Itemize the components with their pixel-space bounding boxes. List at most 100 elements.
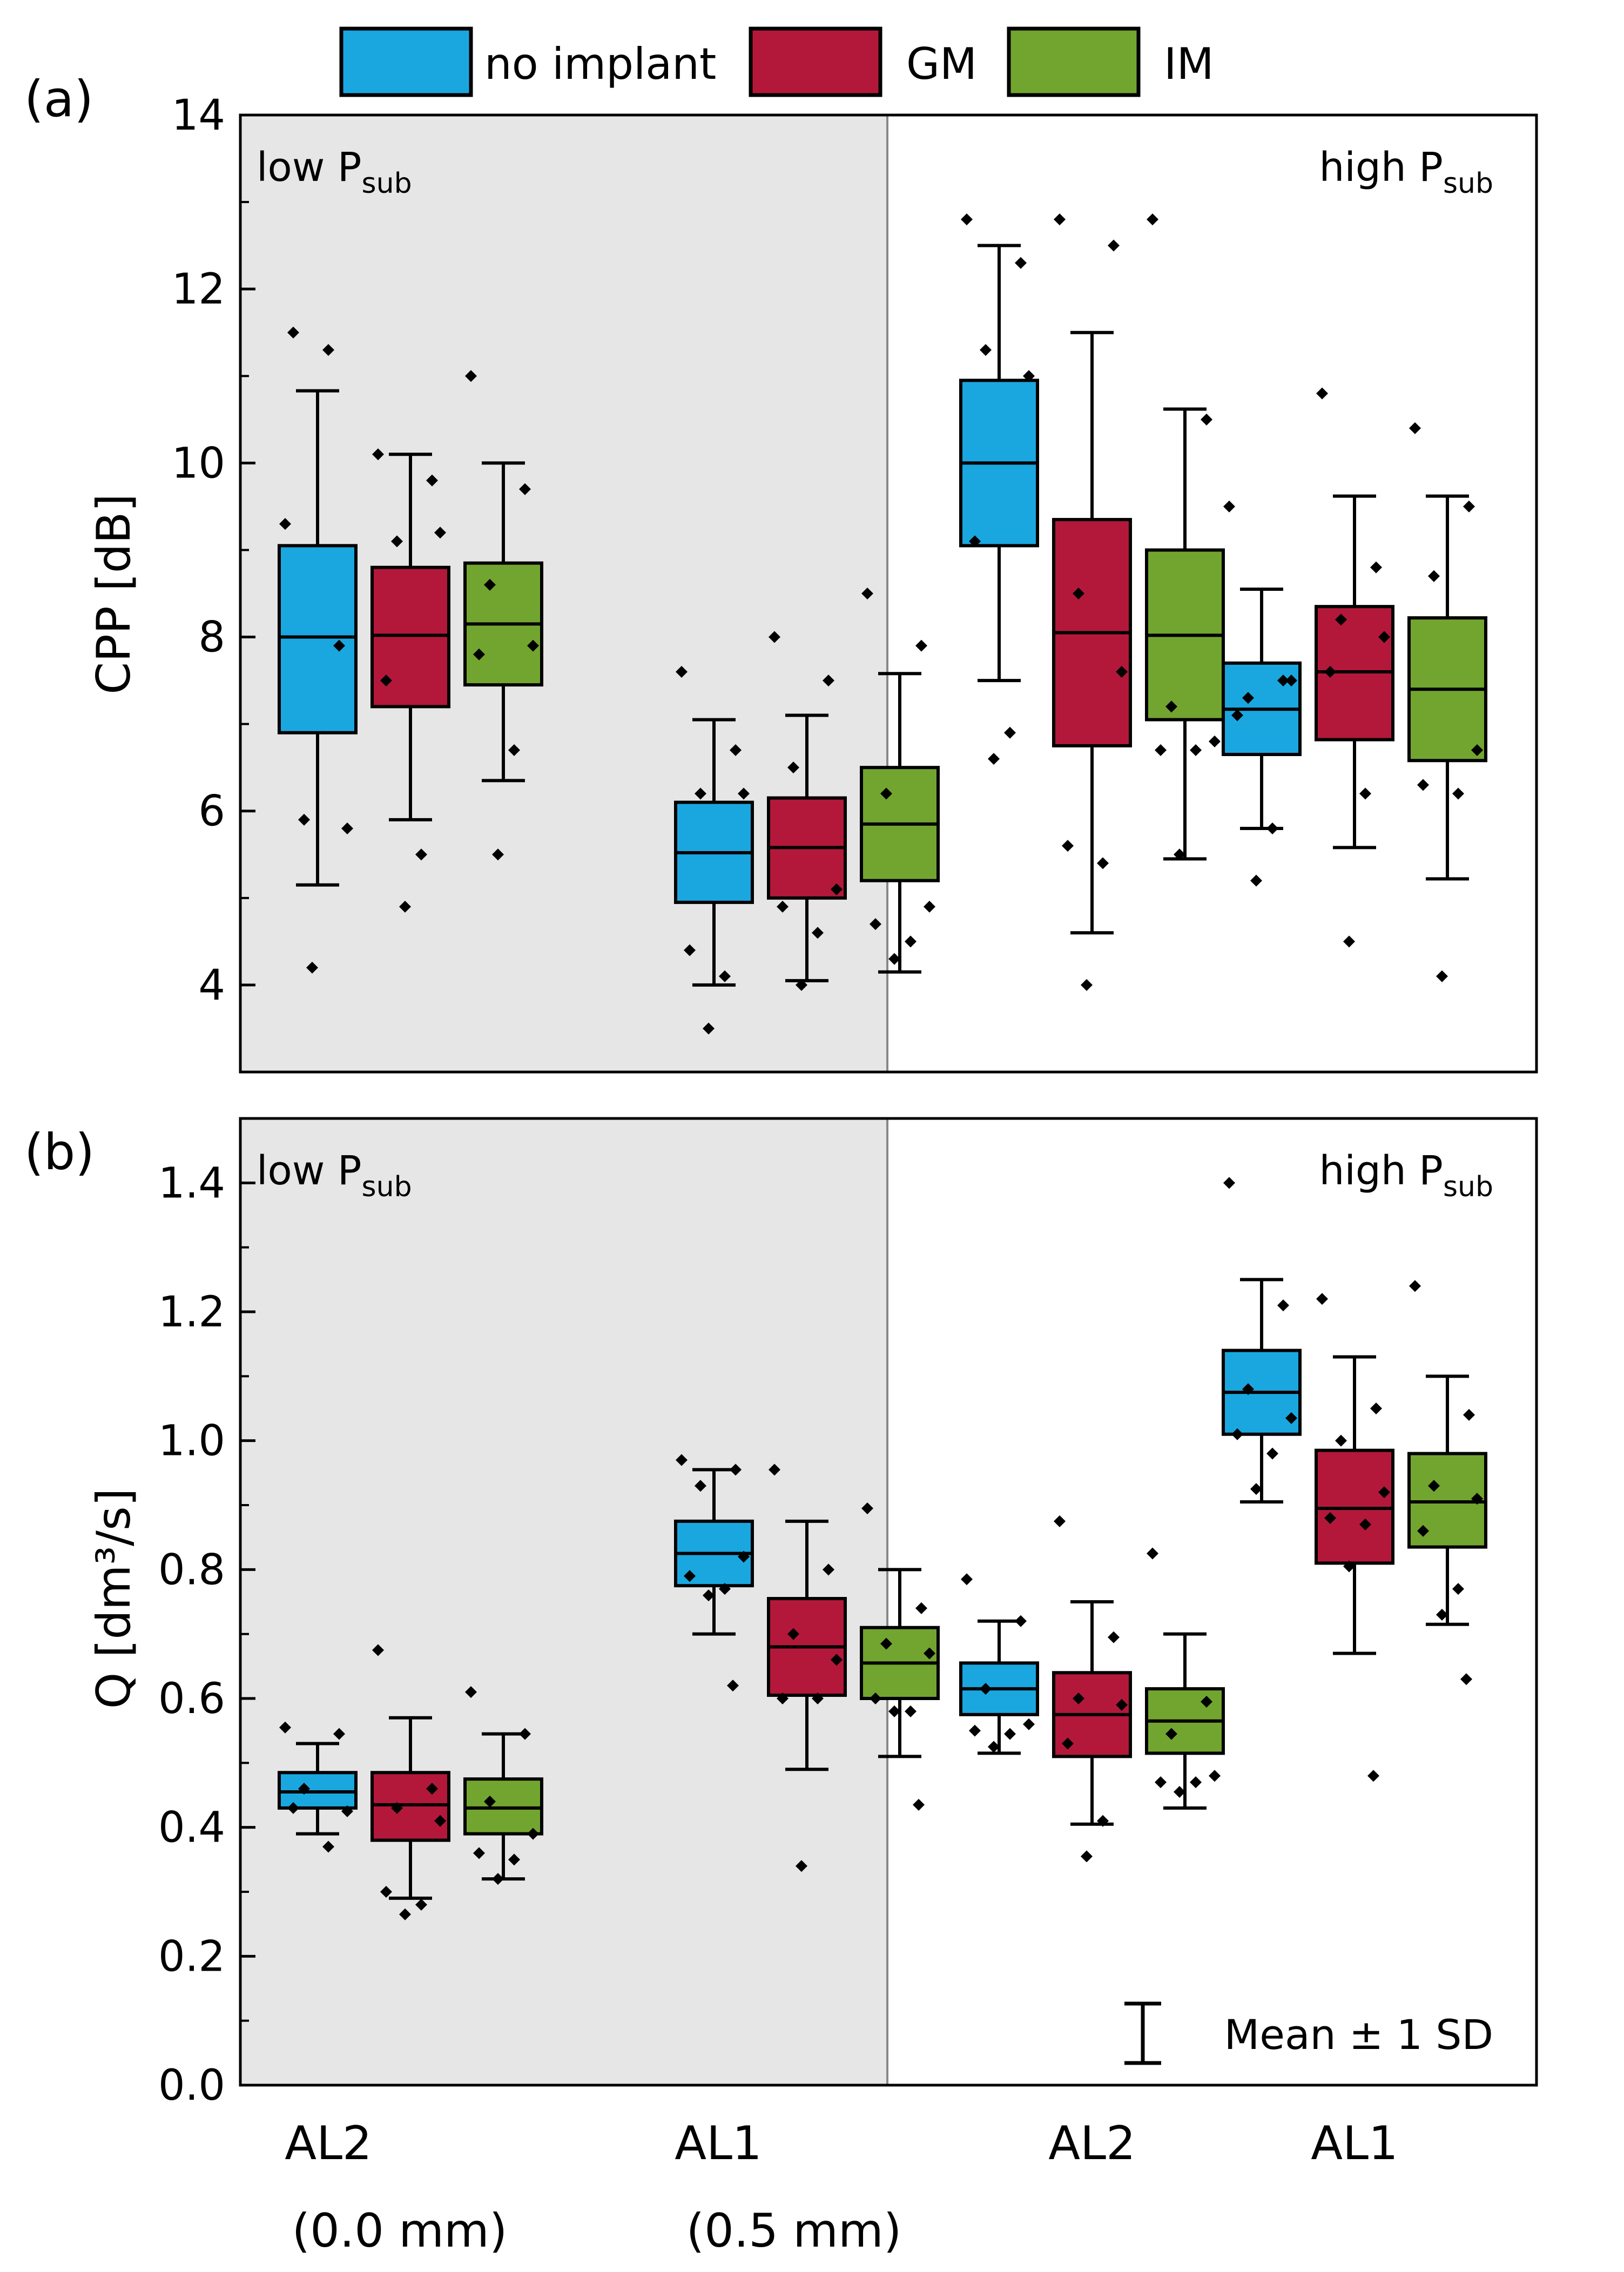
data-point — [1165, 1728, 1177, 1740]
data-point — [1316, 1293, 1328, 1305]
data-point — [988, 753, 1000, 765]
data-point — [913, 1798, 925, 1811]
data-point — [1081, 979, 1093, 991]
data-point — [1378, 631, 1390, 643]
x-label-al2-low: AL2 — [285, 2116, 372, 2170]
y-tick-label: 1.2 — [158, 1288, 225, 1337]
data-point — [1436, 970, 1448, 982]
box-no-implant — [674, 1454, 754, 1692]
data-point — [1054, 1515, 1066, 1527]
data-point — [1023, 1718, 1035, 1730]
box-im — [1407, 1280, 1487, 1686]
data-point — [399, 900, 411, 913]
region-label-high: high Psub — [1319, 144, 1493, 200]
data-point — [1324, 1512, 1336, 1524]
data-point — [1147, 213, 1158, 226]
data-point — [703, 1022, 715, 1035]
data-point — [1097, 1815, 1109, 1827]
data-point — [730, 744, 742, 756]
data-point — [888, 953, 900, 965]
data-point — [399, 1908, 411, 1920]
data-point — [861, 1502, 873, 1514]
data-point — [969, 1724, 981, 1737]
mean-sd-label: Mean ± 1 SD — [1224, 2011, 1493, 2059]
box-no-implant — [959, 213, 1039, 765]
data-point — [465, 1686, 477, 1698]
data-point — [1015, 1615, 1027, 1627]
y-axis-label: Q [dm³/s] — [87, 1488, 141, 1709]
y-tick-label: 0.4 — [158, 1804, 225, 1852]
data-point — [380, 675, 392, 687]
y-tick-label: 6 — [198, 787, 225, 836]
data-point — [980, 1683, 992, 1695]
y-tick-label: 8 — [198, 613, 225, 662]
data-point — [508, 1853, 520, 1866]
box-no-implant — [959, 1573, 1039, 1755]
data-point — [695, 787, 706, 800]
data-point — [1452, 787, 1464, 800]
data-point — [969, 535, 981, 548]
data-point — [915, 639, 927, 652]
data-point — [1428, 570, 1440, 582]
box-body — [278, 544, 358, 734]
box-gm — [1052, 1515, 1132, 1863]
box-no-implant — [674, 665, 754, 1035]
data-point — [492, 848, 504, 861]
box-im — [1145, 1547, 1225, 1810]
data-point — [1266, 1447, 1278, 1460]
data-point — [1242, 692, 1254, 704]
data-point — [1174, 848, 1185, 861]
y-tick-label: 1.0 — [158, 1417, 225, 1466]
data-point — [1335, 1434, 1347, 1447]
data-point — [492, 1873, 504, 1885]
data-point — [1190, 744, 1202, 756]
data-point — [961, 213, 973, 226]
data-point — [1108, 239, 1120, 252]
y-tick-label: 0.8 — [158, 1546, 225, 1594]
data-point — [1015, 257, 1027, 269]
y-axis-ticks: 4 6 8 10 12 14 — [172, 91, 255, 1010]
region-label-low: low Psub — [257, 144, 412, 200]
data-point — [831, 1654, 843, 1666]
data-point — [1073, 1693, 1084, 1704]
data-point — [738, 1550, 750, 1563]
data-point — [1165, 700, 1177, 713]
box-plots — [278, 1177, 1487, 1920]
box-im — [860, 588, 940, 974]
data-point — [287, 1802, 299, 1814]
data-point — [961, 1573, 973, 1586]
data-point — [1343, 935, 1355, 948]
data-point — [870, 1693, 881, 1704]
data-point — [372, 1644, 384, 1656]
mean-sd-legend: Mean ± 1 SD — [1124, 2001, 1493, 2065]
y-tick-label: 4 — [198, 961, 225, 1010]
y-tick-label: 14 — [172, 91, 225, 140]
data-point — [1285, 675, 1297, 687]
data-point — [1116, 1698, 1128, 1711]
data-point — [1174, 1786, 1185, 1798]
data-point — [796, 979, 807, 991]
box-no-implant — [278, 326, 358, 974]
data-point — [777, 900, 789, 913]
data-point — [695, 1480, 706, 1492]
data-point — [372, 448, 384, 461]
data-point — [322, 343, 334, 356]
data-point — [380, 1886, 392, 1898]
data-point — [1023, 370, 1035, 382]
legend-label-im: IM — [1164, 39, 1214, 89]
data-point — [823, 1563, 834, 1576]
data-point — [684, 944, 696, 956]
data-point — [1155, 744, 1167, 756]
data-point — [924, 1647, 935, 1660]
data-point — [1409, 1280, 1421, 1292]
data-point — [980, 343, 992, 356]
data-point — [1081, 1850, 1093, 1863]
box-gm — [1315, 387, 1394, 948]
data-point — [1073, 588, 1084, 599]
data-point — [1223, 1177, 1235, 1189]
x-sublabel-al2-low: (0.0 mm) — [292, 2204, 508, 2258]
box-im — [463, 370, 543, 861]
data-point — [777, 1693, 789, 1704]
legend-swatch-im — [1007, 26, 1141, 97]
data-point — [1209, 1770, 1221, 1782]
